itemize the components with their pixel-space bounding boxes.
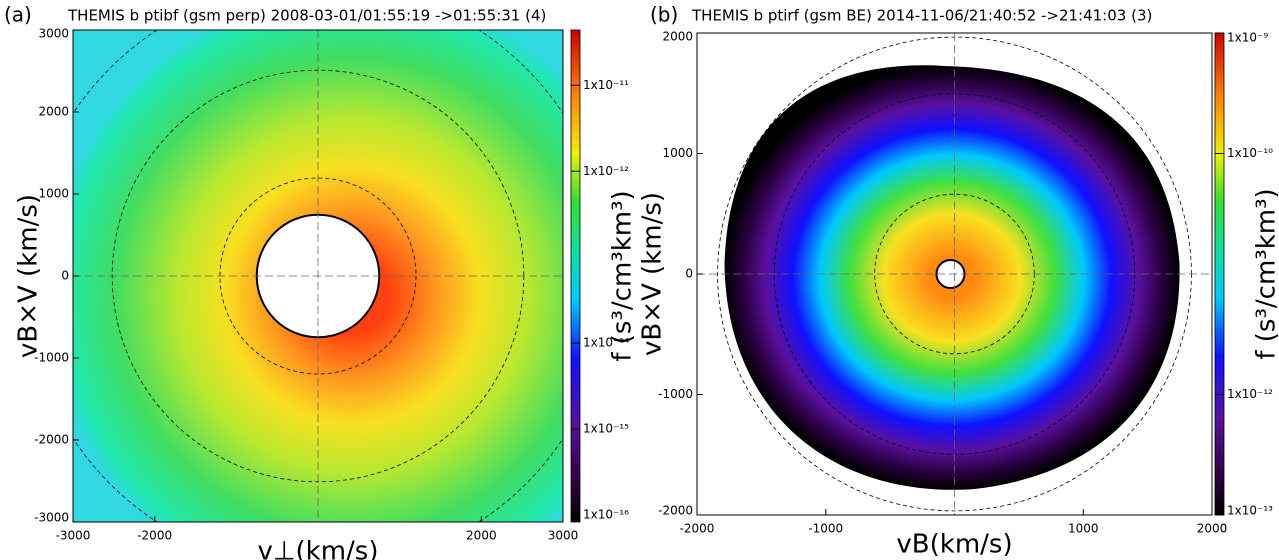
y-axis-label: vB×V (km/s) bbox=[638, 192, 668, 356]
y-tick-label: 0 bbox=[685, 267, 693, 281]
y-tick-label: -3000 bbox=[34, 511, 69, 525]
colorbar-label: f (s³/cm³km³) bbox=[608, 190, 638, 361]
colorbar-tick-label: 1x10⁻¹³ bbox=[1227, 504, 1273, 518]
colorbar-tick-label: 1x10⁻⁹ bbox=[1227, 31, 1268, 45]
y-tick-label: 0 bbox=[61, 269, 69, 283]
plot-area bbox=[73, 30, 563, 522]
x-axis-label: vB(km/s) bbox=[896, 530, 1012, 560]
y-tick-label: -2000 bbox=[34, 433, 69, 447]
colorbar-tick-label: 1x10⁻¹² bbox=[583, 164, 629, 178]
chart-title: THEMIS b ptibf (gsm perp) 2008-03-01/01:… bbox=[67, 7, 546, 25]
x-tick-label: -2000 bbox=[680, 522, 715, 536]
colorbar-tick-label: 1x10⁻¹⁵ bbox=[583, 422, 629, 436]
colorbar-tick-label: 1x10⁻¹¹ bbox=[583, 78, 629, 92]
x-tick-label: -1000 bbox=[808, 522, 843, 536]
colorbar-label: f (s³/cm³km³) bbox=[1252, 188, 1279, 359]
y-tick-label: 1000 bbox=[38, 187, 69, 201]
colorbar-tick-label: 1x10⁻¹⁰ bbox=[1227, 146, 1273, 160]
panel-label: (b) bbox=[650, 3, 678, 27]
colorbar bbox=[1214, 32, 1225, 516]
colorbar-tick-label: 1x10⁻¹⁴ bbox=[583, 336, 629, 350]
y-tick-label: 2000 bbox=[662, 30, 693, 44]
colorbar bbox=[570, 29, 581, 523]
x-axis-label: v⊥(km/s) bbox=[257, 537, 378, 560]
colorbar-tick-label: 1x10⁻¹⁶ bbox=[583, 508, 629, 522]
x-tick-label: 3000 bbox=[548, 529, 579, 543]
panel-label: (a) bbox=[4, 3, 32, 27]
chart-title: THEMIS b ptirf (gsm BE) 2014-11-06/21:40… bbox=[691, 7, 1152, 25]
y-tick-label: -1000 bbox=[658, 387, 693, 401]
x-tick-label: -2000 bbox=[137, 529, 172, 543]
y-tick-label: 2000 bbox=[38, 105, 69, 119]
y-axis-label: vB×V (km/s) bbox=[14, 194, 44, 358]
x-tick-label: -3000 bbox=[56, 529, 91, 543]
y-tick-label: -1000 bbox=[34, 351, 69, 365]
colorbar-tick-label: 1x10⁻¹² bbox=[1227, 387, 1273, 401]
x-tick-label: 1000 bbox=[1068, 522, 1099, 536]
y-tick-label: -2000 bbox=[658, 504, 693, 518]
y-tick-label: 1000 bbox=[662, 146, 693, 160]
x-tick-label: 2000 bbox=[1197, 522, 1228, 536]
plot-area bbox=[697, 33, 1212, 515]
y-tick-label: 3000 bbox=[38, 27, 69, 41]
x-tick-label: 2000 bbox=[466, 529, 497, 543]
